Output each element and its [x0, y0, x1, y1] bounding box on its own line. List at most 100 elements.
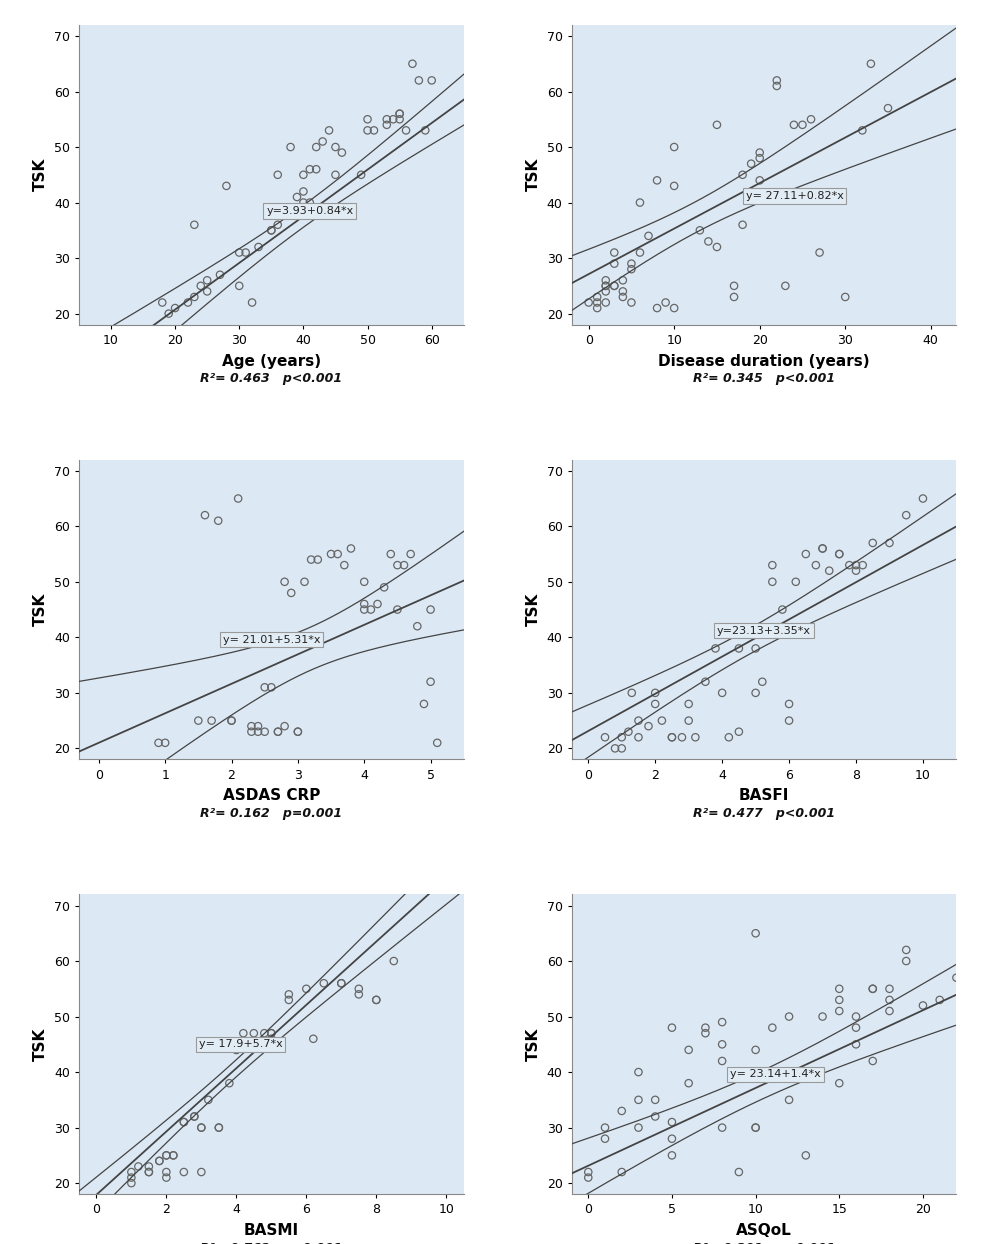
Point	[590, 299, 605, 318]
Y-axis label: TSK: TSK	[34, 158, 48, 192]
Point	[302, 193, 317, 213]
Point	[614, 1101, 630, 1121]
Point	[290, 722, 306, 741]
Point	[664, 1112, 679, 1132]
Point	[615, 281, 631, 301]
Point	[166, 1146, 181, 1166]
Point	[590, 292, 605, 312]
Point	[798, 544, 813, 564]
Point	[212, 265, 228, 285]
Point	[222, 1074, 238, 1093]
Point	[186, 215, 202, 235]
Point	[735, 165, 750, 185]
X-axis label: BASMI: BASMI	[244, 1223, 299, 1238]
Point	[270, 165, 286, 185]
Point	[296, 165, 312, 185]
Point	[649, 299, 665, 318]
Point	[186, 1107, 202, 1127]
Point	[429, 733, 445, 753]
Point	[614, 1162, 630, 1182]
Point	[386, 109, 401, 129]
Point	[664, 728, 679, 748]
Point	[250, 722, 266, 741]
Point	[831, 544, 847, 564]
Point	[263, 220, 279, 240]
Y-axis label: TSK: TSK	[34, 1028, 48, 1061]
Point	[881, 1001, 897, 1021]
Point	[654, 710, 669, 730]
Point	[747, 638, 763, 658]
Point	[590, 287, 605, 307]
Point	[658, 292, 673, 312]
Point	[297, 572, 313, 592]
Point	[232, 276, 247, 296]
Point	[256, 722, 272, 741]
Point	[123, 1168, 139, 1188]
Point	[200, 1090, 216, 1110]
Point	[296, 182, 312, 202]
Point	[360, 109, 376, 129]
Point	[263, 1024, 279, 1044]
Point	[363, 600, 379, 620]
Point	[353, 165, 369, 185]
Point	[351, 984, 367, 1004]
Point	[263, 1029, 279, 1049]
Point	[855, 555, 871, 575]
Point	[632, 193, 648, 213]
Point	[714, 1117, 730, 1137]
Point	[865, 532, 880, 552]
Point	[623, 254, 639, 274]
Point	[855, 121, 871, 141]
Point	[814, 1006, 830, 1026]
Point	[141, 1162, 157, 1182]
Point	[751, 170, 767, 190]
Point	[735, 215, 750, 235]
Text: R²= 0.762   p<0.001: R²= 0.762 p<0.001	[200, 1242, 342, 1244]
Point	[664, 728, 679, 748]
Point	[270, 1034, 286, 1054]
Point	[210, 511, 226, 531]
Point	[632, 243, 648, 262]
Point	[821, 561, 837, 581]
Point	[863, 53, 879, 73]
Point	[769, 76, 785, 96]
Point	[697, 1024, 713, 1044]
Point	[778, 276, 794, 296]
Point	[788, 572, 804, 592]
Point	[336, 555, 352, 575]
Point	[708, 638, 724, 658]
Point	[176, 1162, 191, 1182]
Y-axis label: TSK: TSK	[526, 593, 541, 626]
Point	[664, 1146, 679, 1166]
Point	[932, 990, 948, 1010]
Point	[389, 600, 405, 620]
Point	[211, 1117, 227, 1137]
Point	[270, 215, 286, 235]
Point	[186, 1107, 202, 1127]
Point	[130, 1157, 146, 1177]
Point	[306, 1029, 321, 1049]
Point	[581, 292, 597, 312]
Point	[831, 990, 847, 1010]
Point	[721, 728, 737, 748]
Point	[396, 555, 412, 575]
Point	[841, 555, 857, 575]
Point	[581, 1168, 597, 1188]
Point	[811, 243, 827, 262]
Point	[289, 187, 305, 207]
Text: R²= 0.162   p=0.001: R²= 0.162 p=0.001	[200, 807, 342, 820]
Point	[155, 292, 171, 312]
Point	[423, 600, 439, 620]
Text: R²= 0.345   p<0.001: R²= 0.345 p<0.001	[693, 372, 835, 384]
Point	[245, 292, 260, 312]
Point	[667, 137, 682, 157]
Point	[674, 728, 690, 748]
Point	[631, 1117, 647, 1137]
Point	[316, 973, 331, 993]
Point	[176, 1112, 191, 1132]
Point	[880, 98, 896, 118]
Point	[409, 616, 425, 636]
Point	[244, 722, 259, 741]
Point	[714, 683, 730, 703]
Point	[343, 539, 359, 559]
